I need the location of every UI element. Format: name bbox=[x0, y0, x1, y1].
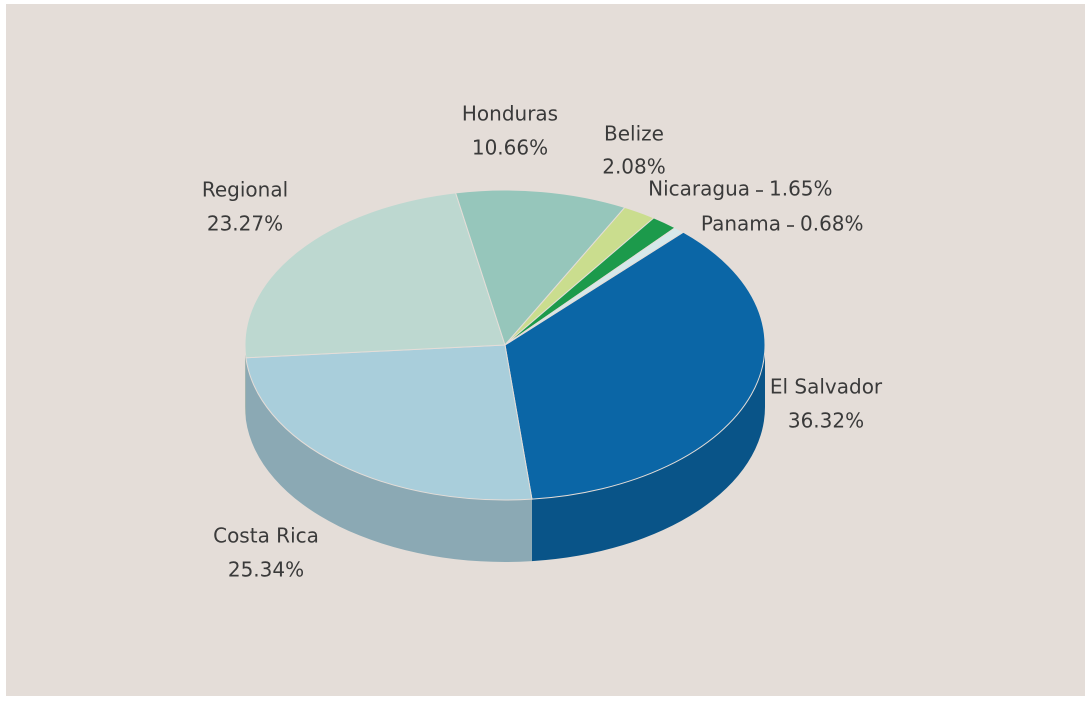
slice-label: Nicaragua bbox=[648, 177, 750, 201]
slice-label: Regional bbox=[202, 178, 288, 202]
value-label: 23.27% bbox=[207, 212, 283, 236]
pie-slice bbox=[504, 231, 766, 500]
value-label: 10.66% bbox=[472, 136, 548, 160]
pie-slice bbox=[504, 227, 685, 346]
pie-side bbox=[531, 345, 765, 562]
slice-label: Belize bbox=[604, 122, 664, 146]
pie-side bbox=[245, 357, 532, 563]
pie-slice bbox=[245, 344, 533, 501]
pie-slice bbox=[454, 189, 626, 346]
pie-slice bbox=[244, 192, 506, 359]
slice-label: Honduras bbox=[462, 102, 558, 126]
value-label: 25.34% bbox=[228, 558, 304, 582]
value-label: 1.65% bbox=[769, 177, 833, 201]
slice-label: Costa Rica bbox=[213, 524, 319, 548]
slice-label: El Salvador bbox=[770, 375, 883, 399]
value-label: 0.68% bbox=[800, 212, 864, 236]
slice-label: Panama bbox=[701, 212, 781, 236]
value-label: 2.08% bbox=[602, 155, 666, 179]
pie-side bbox=[245, 345, 246, 420]
value-label: 36.32% bbox=[788, 409, 864, 433]
